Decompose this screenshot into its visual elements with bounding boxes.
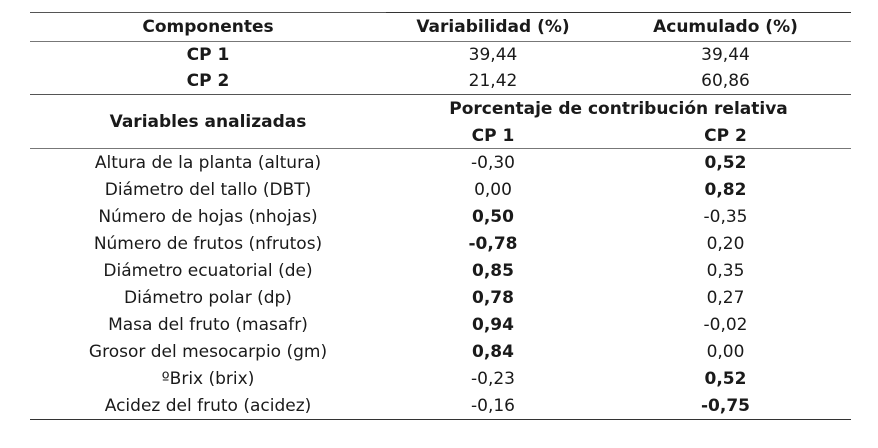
header-variabilidad: Variabilidad (%) xyxy=(386,12,600,42)
cp2-value: 0,52 xyxy=(704,368,747,389)
component-accumulated: 60,86 xyxy=(701,71,750,91)
header-row: Componentes Variabilidad (%) Acumulado (… xyxy=(30,12,851,42)
component-variability: 21,42 xyxy=(468,71,518,91)
variable-row: Masa del fruto (masafr) 0,94 -0,02 xyxy=(30,311,851,338)
cp1-value: 0,50 xyxy=(472,206,514,227)
cp1-value: -0,78 xyxy=(468,233,518,254)
component-name: CP 1 xyxy=(30,41,386,68)
pca-table-container: Componentes Variabilidad (%) Acumulado (… xyxy=(30,12,851,420)
component-variability: 39,44 xyxy=(386,41,600,68)
variable-row: ºBrix (brix) -0,23 0,52 xyxy=(30,365,851,392)
cp2-subheader: CP 2 xyxy=(600,123,851,149)
pca-table: Componentes Variabilidad (%) Acumulado (… xyxy=(30,12,851,420)
cp1-value: -0,23 xyxy=(471,368,515,389)
variable-row: Diámetro ecuatorial (de) 0,85 0,35 xyxy=(30,257,851,284)
cp2-value: 0,52 xyxy=(704,152,747,173)
variable-row: Número de hojas (nhojas) 0,50 -0,35 xyxy=(30,203,851,230)
variable-row: Altura de la planta (altura) -0,30 0,52 xyxy=(30,149,851,177)
variable-name: Diámetro del tallo (DBT) xyxy=(104,179,312,200)
variables-body: Altura de la planta (altura) -0,30 0,52 Diá… xyxy=(30,149,851,420)
cp1-value: 0,78 xyxy=(472,287,514,308)
variable-name: Número de frutos (nfrutos) xyxy=(93,233,323,254)
cp2-value: 0,27 xyxy=(706,287,745,308)
variable-row: Acidez del fruto (acidez) -0,16 -0,75 xyxy=(30,392,851,420)
cp1-subheader: CP 1 xyxy=(386,123,600,149)
variable-row: Grosor del mesocarpio (gm) 0,84 0,00 xyxy=(30,338,851,365)
component-row-cp1: CP 1 39,44 39,44 xyxy=(30,41,851,68)
variable-name: Grosor del mesocarpio (gm) xyxy=(88,341,328,362)
header-componentes: Componentes xyxy=(30,12,386,42)
variable-name: Diámetro polar (dp) xyxy=(124,287,292,308)
cp1-value: 0,00 xyxy=(474,179,512,200)
variable-name: Diámetro ecuatorial (de) xyxy=(103,260,313,281)
variables-analizadas-header: Variables analizadas xyxy=(30,94,386,149)
variable-name: Altura de la planta (altura) xyxy=(94,152,322,173)
variable-row: Diámetro polar (dp) 0,78 0,27 xyxy=(30,284,851,311)
cp2-value: -0,35 xyxy=(703,206,748,227)
cp1-value: -0,30 xyxy=(471,152,515,173)
contribution-header: Porcentaje de contribución relativa xyxy=(386,94,851,123)
variable-name: Acidez del fruto (acidez) xyxy=(30,392,386,420)
cp2-value: 0,82 xyxy=(704,179,747,200)
variable-name: ºBrix (brix) xyxy=(161,368,255,389)
cp2-value: -0,02 xyxy=(703,314,748,335)
cp2-value: -0,75 xyxy=(600,392,851,420)
variable-name: Masa del fruto (masafr) xyxy=(108,314,308,335)
component-row-cp2: CP 2 21,42 60,86 xyxy=(30,68,851,95)
cp1-value: -0,16 xyxy=(386,392,600,420)
component-accumulated: 39,44 xyxy=(600,41,851,68)
cp2-value: 0,35 xyxy=(706,260,745,281)
variable-name: Número de hojas (nhojas) xyxy=(98,206,318,227)
cp1-value: 0,85 xyxy=(472,260,514,281)
section2-header-row: Variables analizadas Porcentaje de contr… xyxy=(30,94,851,149)
cp1-value: 0,94 xyxy=(472,314,514,335)
cp1-value: 0,84 xyxy=(472,341,514,362)
variable-row: Número de frutos (nfrutos) -0,78 0,20 xyxy=(30,230,851,257)
cp2-value: 0,00 xyxy=(706,341,745,362)
component-name: CP 2 xyxy=(186,71,230,91)
cp2-value: 0,20 xyxy=(706,233,745,254)
variable-row: Diámetro del tallo (DBT) 0,00 0,82 xyxy=(30,176,851,203)
section2-subheader-row: CP 1 CP 2 xyxy=(30,123,851,149)
header-acumulado: Acumulado (%) xyxy=(600,12,851,42)
